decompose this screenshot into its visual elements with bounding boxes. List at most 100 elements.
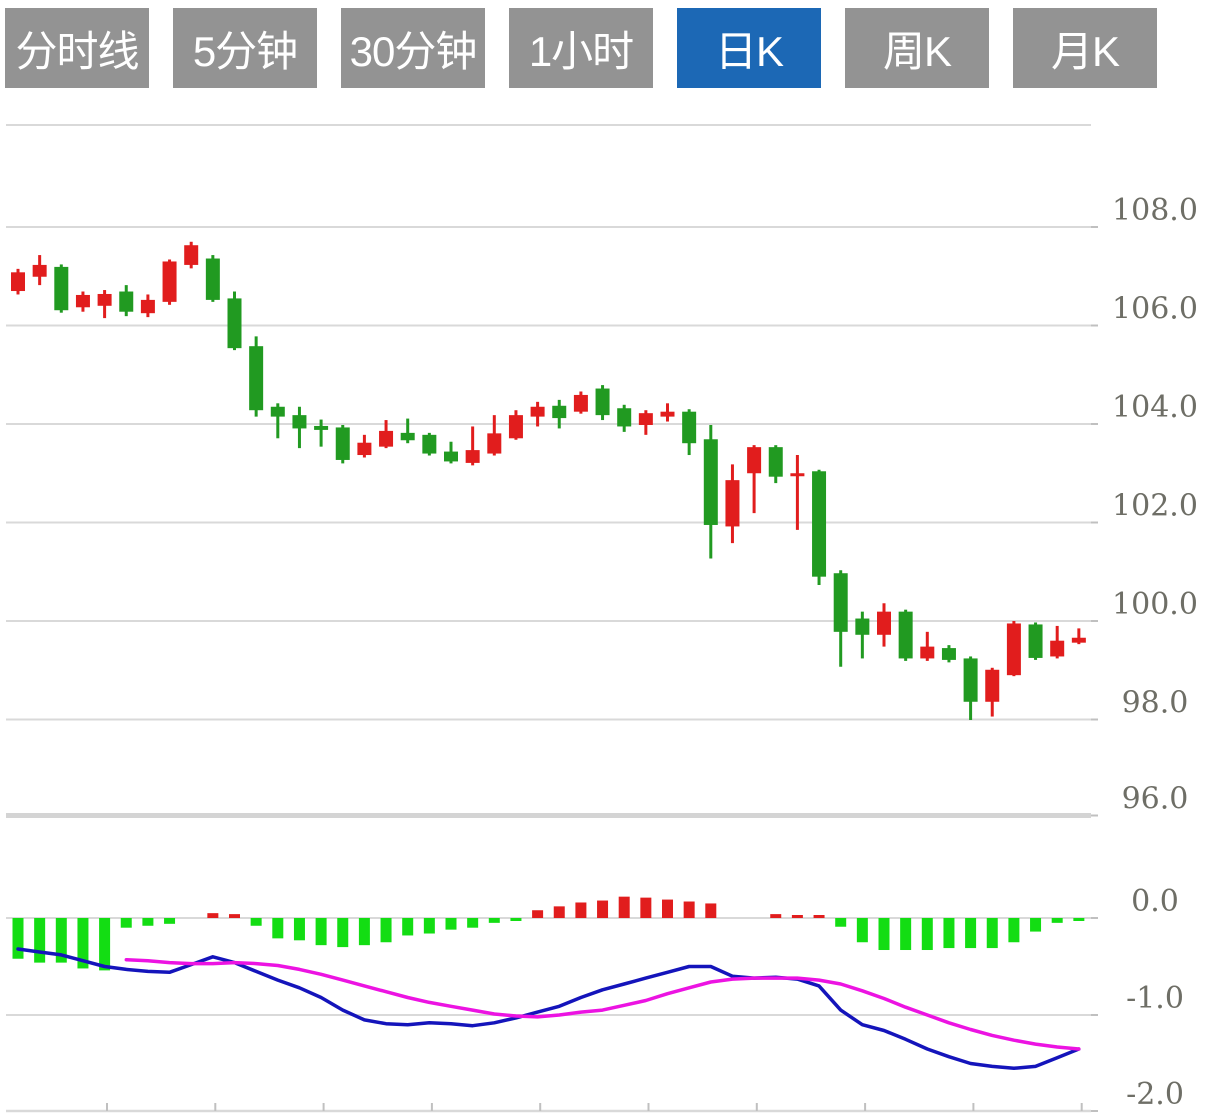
macd-hist-bar (921, 918, 933, 951)
macd-hist-bar (423, 918, 435, 934)
candle-body (184, 245, 199, 265)
macd-hist-bar (770, 914, 782, 918)
tab-1小时[interactable]: 1小时 (509, 8, 653, 88)
candle-body (877, 611, 891, 635)
macd-hist-bar (1073, 918, 1085, 921)
candle-body (812, 471, 827, 577)
macd-hist-bar (120, 918, 132, 928)
candle-body (1050, 640, 1065, 657)
candle-body (335, 427, 350, 460)
tab-5分钟[interactable]: 5分钟 (173, 8, 317, 88)
macd-hist-bar (1051, 918, 1063, 923)
macd-hist-bar (510, 918, 522, 921)
tab-周K[interactable]: 周K (845, 8, 989, 88)
macd-hist-bar (618, 896, 630, 918)
macd-axis-label: -2.0 (1126, 1077, 1184, 1112)
candle-body (595, 388, 610, 416)
price-axis-label: 104.0 (1112, 390, 1198, 425)
candle-body (508, 415, 523, 439)
macd-hist-bar (250, 918, 262, 926)
candle-body (32, 264, 47, 277)
macd-hist-bar (34, 918, 46, 963)
candle-body (855, 618, 870, 635)
macd-hist-bar (358, 918, 370, 946)
candle-body (465, 450, 480, 463)
price-axis-label: 100.0 (1112, 587, 1198, 622)
macd-hist-bar (467, 918, 479, 928)
candle-body (292, 415, 307, 429)
price-axis-label: 102.0 (1112, 489, 1198, 524)
candle-body (444, 451, 458, 462)
candle-body (227, 298, 242, 349)
candle-body (119, 291, 134, 312)
candle-body (270, 406, 285, 417)
macd-hist-bar (965, 918, 977, 949)
macd-hist-bar (99, 918, 111, 971)
candle-body (725, 480, 740, 527)
candle-body (790, 473, 805, 477)
price-axis-label: 98.0 (1122, 686, 1189, 721)
macd-hist-bar (272, 918, 284, 939)
tab-分时线[interactable]: 分时线 (5, 8, 149, 88)
candle-body (1006, 623, 1021, 676)
macd-hist-bar (293, 918, 305, 941)
candle-body (487, 433, 502, 454)
macd-axis-label: 0.0 (1131, 884, 1179, 919)
candle-body (747, 447, 762, 474)
candle-body (379, 430, 394, 447)
macd-hist-bar (488, 918, 500, 923)
candle-body (162, 261, 177, 302)
candle-body (530, 406, 545, 417)
candle-body (898, 611, 913, 659)
macd-hist-bar (856, 918, 868, 943)
macd-hist-bar (835, 918, 847, 927)
period-tabs: 分时线 5分钟 30分钟 1小时 日K 周K 月K (5, 8, 1213, 88)
macd-hist-bar (445, 918, 457, 930)
macd-dif-line (16, 947, 1081, 1071)
candle-body (97, 293, 112, 306)
candle-body (703, 439, 718, 525)
tab-月K[interactable]: 月K (1013, 8, 1157, 88)
candle-body (54, 266, 69, 311)
macd-hist-bar (77, 918, 89, 969)
candle-body (205, 258, 220, 300)
macd-hist-bar (640, 897, 652, 918)
candle-body (617, 408, 632, 427)
macd-hist-bar (1030, 918, 1042, 932)
macd-hist-bar (553, 906, 565, 918)
candle-body (314, 425, 329, 430)
candle-body (357, 442, 372, 456)
candle-body (682, 411, 697, 444)
macd-hist-bar (380, 918, 392, 943)
macd-dea-line (124, 957, 1081, 1051)
candle-body (400, 432, 415, 441)
candle-body (833, 573, 848, 632)
price-axis-label: 96.0 (1122, 782, 1189, 817)
candle-body (11, 272, 25, 292)
macd-axis-label: -1.0 (1126, 981, 1184, 1016)
candle-body (638, 413, 653, 425)
macd-hist-bar (337, 918, 349, 948)
tab-日K[interactable]: 日K (677, 8, 821, 88)
macd-hist-bar (1008, 918, 1020, 943)
candle-body (768, 447, 783, 477)
candle-body (660, 411, 675, 417)
candle-body (75, 294, 90, 308)
candle-body (249, 346, 264, 411)
macd-hist-bar (813, 915, 825, 918)
candle-body (1028, 624, 1043, 658)
candle-body (1071, 637, 1086, 643)
macd-hist-bar (791, 915, 803, 918)
macd-hist-bar (575, 902, 587, 918)
candle-body (573, 394, 588, 412)
macd-hist-bar (662, 899, 673, 918)
macd-hist-bar (207, 913, 219, 918)
macd-hist-bar (164, 918, 176, 924)
tab-30分钟[interactable]: 30分钟 (341, 8, 485, 88)
candle-body (422, 434, 437, 454)
price-axis-label: 108.0 (1112, 193, 1198, 228)
candle-body (985, 669, 1000, 702)
candle-body (552, 405, 567, 419)
